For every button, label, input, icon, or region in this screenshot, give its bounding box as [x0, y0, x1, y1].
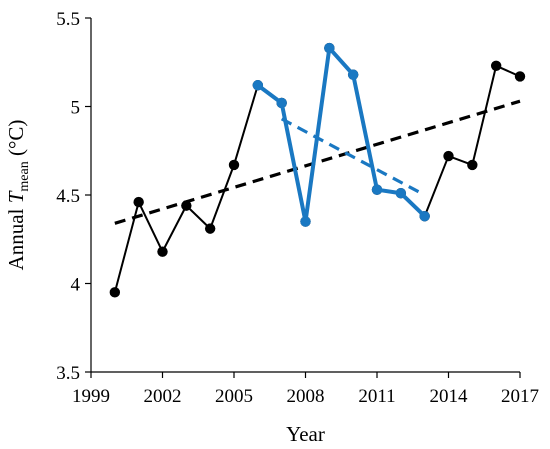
data-point-highlight — [371, 184, 383, 195]
data-point — [181, 200, 192, 211]
data-point — [204, 223, 216, 234]
data-point — [228, 159, 240, 171]
y-axis-title-unit: (°C) — [4, 120, 28, 162]
y-axis-title-var: T — [4, 190, 28, 203]
data-point-highlight — [252, 80, 264, 91]
data-point — [467, 159, 478, 171]
x-tick-label: 1999 — [72, 386, 110, 407]
data-point-highlight — [419, 211, 430, 222]
data-point — [157, 246, 168, 257]
y-tick-label: 5.5 — [56, 9, 80, 30]
data-point-highlight — [347, 69, 359, 80]
data-point — [109, 287, 121, 298]
series — [109, 42, 526, 298]
x-tick-label: 2005 — [215, 386, 253, 407]
ticks: 1999 2002 2005 2008 2011 2014 2017 3.5 4 4.5 5 5.5 — [56, 9, 539, 407]
data-point-highlight — [395, 188, 407, 199]
y-axis-title-sub: mean — [17, 161, 32, 191]
trendlines — [114, 99, 521, 225]
data-point-highlight — [276, 97, 287, 109]
y-axis-title-prefix: Annual — [4, 203, 28, 270]
trendline-overall — [114, 99, 521, 225]
y-tick-label: 4.5 — [56, 186, 80, 207]
data-point — [514, 71, 526, 82]
trendline-highlight — [280, 117, 426, 197]
x-axis-title: Year — [286, 422, 325, 446]
y-axis-title: Annual Tmean (°C) — [4, 120, 32, 271]
x-tick-label: 2014 — [430, 386, 469, 407]
data-point-highlight — [300, 216, 311, 227]
series-line-all-years — [113, 47, 521, 293]
x-tick-label: 2011 — [358, 386, 395, 407]
axes — [90, 18, 520, 373]
x-tick-label: 2008 — [287, 386, 325, 407]
data-point — [443, 150, 454, 162]
data-point-highlight — [324, 42, 335, 54]
y-tick-label: 4 — [71, 275, 81, 296]
x-tick-label: 2017 — [501, 386, 539, 407]
y-tick-label: 5 — [71, 98, 81, 119]
data-point — [133, 196, 144, 208]
data-point — [490, 60, 502, 71]
x-tick-label: 2002 — [144, 386, 182, 407]
y-tick-label: 3.5 — [56, 363, 80, 384]
